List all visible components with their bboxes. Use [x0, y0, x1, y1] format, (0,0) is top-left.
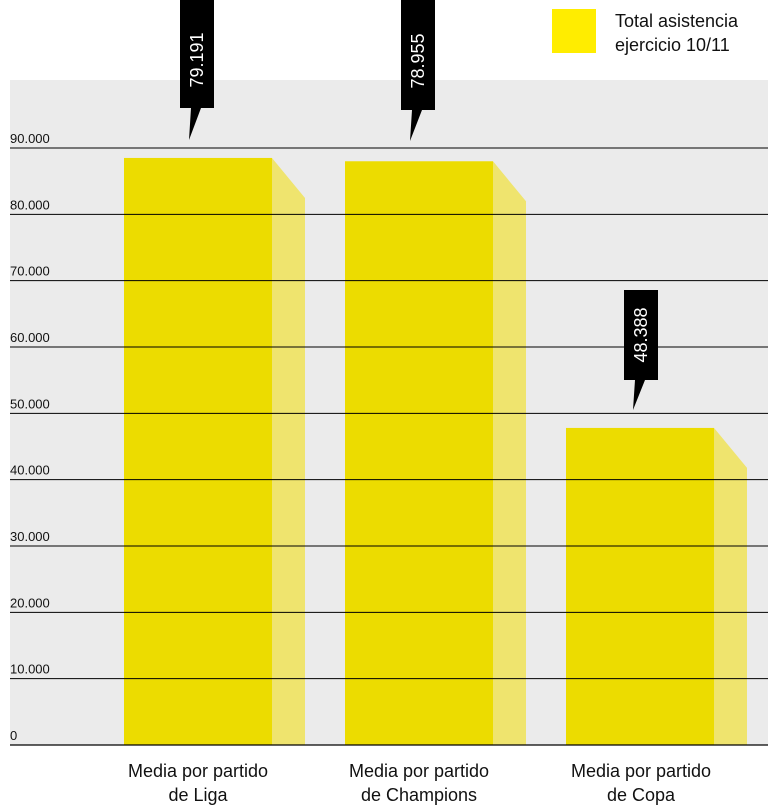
x-tick-label: de Liga	[168, 785, 228, 805]
y-tick-label: 90.000	[10, 131, 50, 146]
y-tick-label: 70.000	[10, 264, 50, 279]
data-label: 48.388	[631, 307, 651, 362]
category-labels: Media por partido de Liga Media por partid…	[128, 761, 711, 805]
y-tick-label: 0	[10, 728, 17, 743]
value-callouts: 79.191 78.955 48.388	[180, 0, 658, 410]
bar-side	[493, 161, 526, 745]
bar-side	[714, 427, 747, 745]
bar	[345, 161, 493, 745]
legend: Total asistencia ejercicio 10/11	[552, 9, 739, 55]
x-tick-label: Media por partido	[571, 761, 711, 781]
x-tick-label: Media por partido	[128, 761, 268, 781]
y-tick-label: 80.000	[10, 197, 50, 212]
y-tick-label: 30.000	[10, 529, 50, 544]
value-callout	[180, 0, 214, 140]
bar-side	[272, 157, 305, 745]
y-tick-label: 20.000	[10, 595, 50, 610]
legend-swatch	[552, 9, 596, 53]
gridlines: 0 10.000 20.000 30.000 40.000 50.000 60.000 70.…	[10, 131, 768, 746]
x-tick-label: de Copa	[607, 785, 676, 805]
value-callout	[624, 290, 658, 410]
x-tick-label: de Champions	[361, 785, 477, 805]
bar	[566, 427, 714, 745]
data-label: 79.191	[187, 32, 207, 87]
y-tick-label: 60.000	[10, 330, 50, 345]
y-tick-label: 50.000	[10, 396, 50, 411]
y-tick-label: 10.000	[10, 662, 50, 677]
legend-label-line-1: Total asistencia	[615, 11, 739, 31]
data-label: 78.955	[408, 33, 428, 88]
value-callout	[401, 0, 435, 141]
bar	[124, 157, 272, 745]
x-tick-label: Media por partido	[349, 761, 489, 781]
y-tick-label: 40.000	[10, 463, 50, 478]
legend-label-line-2: ejercicio 10/11	[615, 35, 730, 55]
bars	[124, 157, 747, 745]
